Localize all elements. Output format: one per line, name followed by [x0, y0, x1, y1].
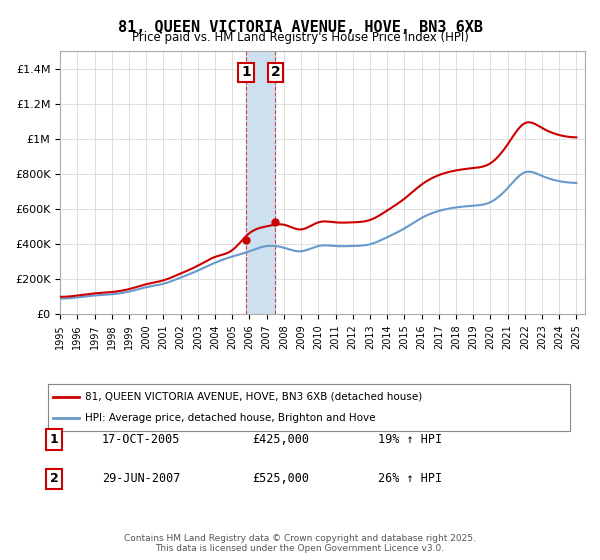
Text: 26% ↑ HPI: 26% ↑ HPI	[378, 472, 442, 486]
Text: 81, QUEEN VICTORIA AVENUE, HOVE, BN3 6XB: 81, QUEEN VICTORIA AVENUE, HOVE, BN3 6XB	[118, 20, 482, 35]
Text: £425,000: £425,000	[252, 433, 309, 446]
Text: 2: 2	[271, 66, 280, 80]
Text: 29-JUN-2007: 29-JUN-2007	[102, 472, 181, 486]
Text: 81, QUEEN VICTORIA AVENUE, HOVE, BN3 6XB (detached house): 81, QUEEN VICTORIA AVENUE, HOVE, BN3 6XB…	[85, 392, 422, 402]
Bar	[246, 52, 275, 314]
Text: HPI: Average price, detached house, Brighton and Hove: HPI: Average price, detached house, Brig…	[85, 413, 375, 423]
Text: 17-OCT-2005: 17-OCT-2005	[102, 433, 181, 446]
Text: 1: 1	[241, 66, 251, 80]
Text: 2: 2	[50, 472, 58, 486]
Text: 19% ↑ HPI: 19% ↑ HPI	[378, 433, 442, 446]
Text: Price paid vs. HM Land Registry's House Price Index (HPI): Price paid vs. HM Land Registry's House …	[131, 31, 469, 44]
Text: £525,000: £525,000	[252, 472, 309, 486]
Text: 1: 1	[50, 433, 58, 446]
Text: Contains HM Land Registry data © Crown copyright and database right 2025.
This d: Contains HM Land Registry data © Crown c…	[124, 534, 476, 553]
